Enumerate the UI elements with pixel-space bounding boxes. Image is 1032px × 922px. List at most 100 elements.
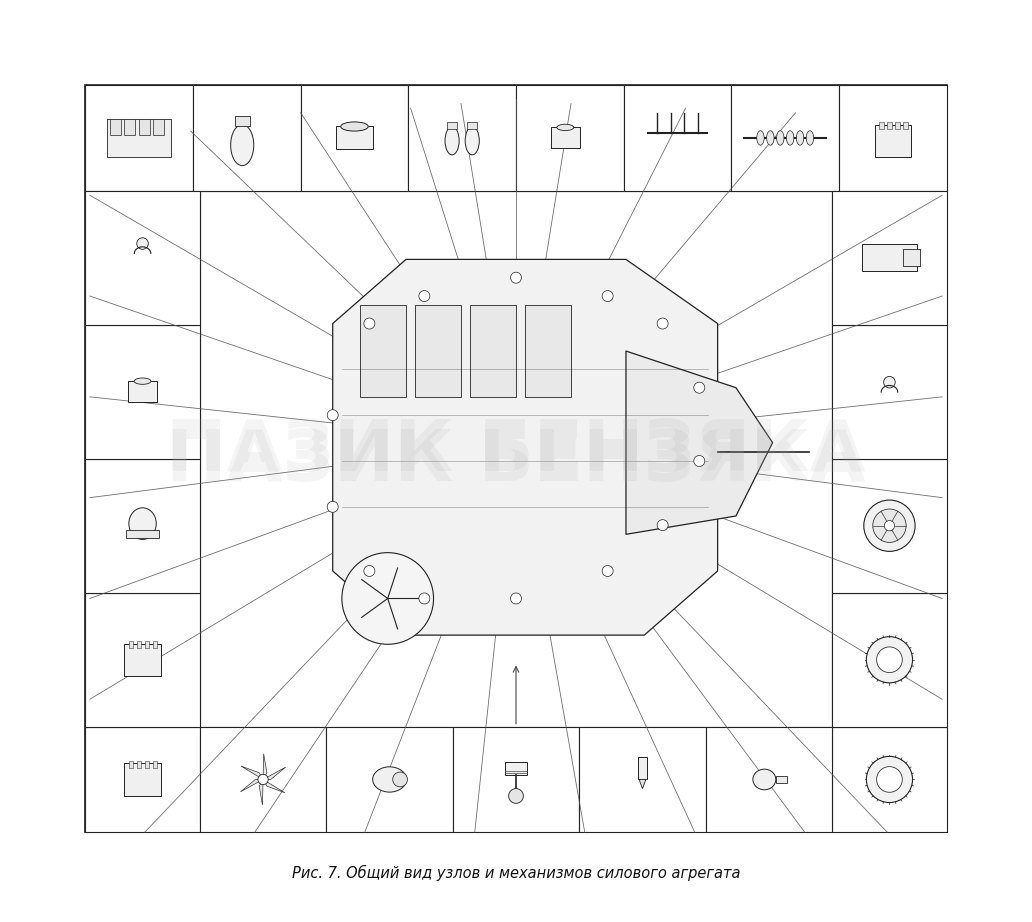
Bar [86, 325, 200, 459]
Bar [200, 191, 832, 727]
Circle shape [866, 756, 912, 802]
Circle shape [883, 376, 895, 388]
Ellipse shape [756, 131, 764, 145]
Bar [409, 85, 516, 191]
Circle shape [511, 272, 521, 283]
Circle shape [137, 238, 149, 249]
Bar [300, 85, 409, 191]
Circle shape [866, 637, 912, 683]
Polygon shape [639, 779, 646, 788]
Bar [109, 119, 121, 135]
Bar [86, 593, 200, 727]
Ellipse shape [341, 122, 368, 131]
Bar [732, 85, 839, 191]
Circle shape [657, 318, 668, 329]
Ellipse shape [786, 131, 794, 145]
Bar [153, 119, 164, 135]
Bar [137, 642, 141, 648]
Circle shape [419, 593, 430, 604]
Ellipse shape [806, 131, 813, 145]
Bar [471, 305, 516, 396]
Bar [129, 762, 133, 768]
Circle shape [864, 500, 915, 551]
Bar [193, 85, 300, 191]
Text: Рис. 7. Общий вид узлов и механизмов силового агрегата: Рис. 7. Общий вид узлов и механизмов сил… [292, 866, 740, 881]
Bar [234, 115, 250, 126]
Bar [903, 123, 908, 129]
Bar [86, 727, 200, 833]
Bar [153, 642, 158, 648]
Polygon shape [263, 754, 267, 779]
Bar [86, 191, 200, 325]
Ellipse shape [465, 126, 479, 155]
Bar [579, 727, 706, 833]
Text: ПАЗИК БЕНЗЯКА: ПАЗИК БЕНЗЯКА [166, 427, 866, 495]
Bar [832, 593, 946, 727]
Bar [706, 727, 832, 833]
Polygon shape [259, 779, 263, 805]
Bar [128, 381, 157, 402]
Circle shape [884, 521, 895, 531]
Bar [86, 459, 200, 593]
Bar [874, 124, 911, 157]
Ellipse shape [767, 131, 774, 145]
Bar [144, 762, 150, 768]
Bar [107, 119, 171, 157]
Ellipse shape [231, 124, 254, 166]
Circle shape [393, 772, 408, 786]
Bar [124, 644, 161, 676]
Bar [153, 762, 158, 768]
Bar [326, 727, 453, 833]
Circle shape [876, 766, 902, 792]
Bar [144, 642, 150, 648]
Bar [336, 126, 373, 149]
Circle shape [694, 455, 705, 467]
Polygon shape [263, 767, 286, 779]
Bar [467, 122, 477, 128]
Bar [138, 119, 150, 135]
Bar [124, 763, 161, 796]
Bar [525, 305, 571, 396]
Ellipse shape [445, 126, 459, 155]
Polygon shape [332, 259, 717, 635]
Circle shape [327, 409, 338, 420]
Ellipse shape [776, 131, 784, 145]
Bar [516, 85, 623, 191]
Bar [638, 757, 647, 779]
Ellipse shape [753, 769, 776, 790]
Bar [832, 325, 946, 459]
Circle shape [694, 383, 705, 393]
Polygon shape [241, 766, 263, 779]
Bar [124, 119, 135, 135]
Bar [623, 85, 732, 191]
Bar [879, 123, 883, 129]
Bar [129, 642, 133, 648]
Circle shape [364, 565, 375, 576]
Bar [839, 85, 946, 191]
Bar [832, 191, 946, 325]
Bar [776, 776, 787, 783]
Ellipse shape [557, 124, 574, 131]
Bar [862, 244, 917, 271]
Bar [200, 727, 326, 833]
Bar [137, 762, 141, 768]
Circle shape [511, 593, 521, 604]
Polygon shape [626, 351, 773, 535]
Bar [86, 85, 946, 833]
Circle shape [657, 520, 668, 531]
Ellipse shape [134, 378, 151, 384]
Circle shape [258, 774, 268, 785]
Bar [415, 305, 461, 396]
Circle shape [509, 788, 523, 803]
Bar [895, 123, 900, 129]
Polygon shape [263, 779, 285, 793]
Circle shape [419, 290, 430, 301]
Circle shape [327, 502, 338, 513]
Circle shape [342, 552, 433, 644]
Bar [832, 727, 946, 833]
Bar [453, 727, 579, 833]
Circle shape [876, 647, 902, 672]
Text: ПАЗИК БЕНЗЯКА: ПАЗИК БЕНЗЯКА [166, 418, 866, 486]
Bar [832, 459, 946, 593]
Bar [903, 250, 920, 266]
